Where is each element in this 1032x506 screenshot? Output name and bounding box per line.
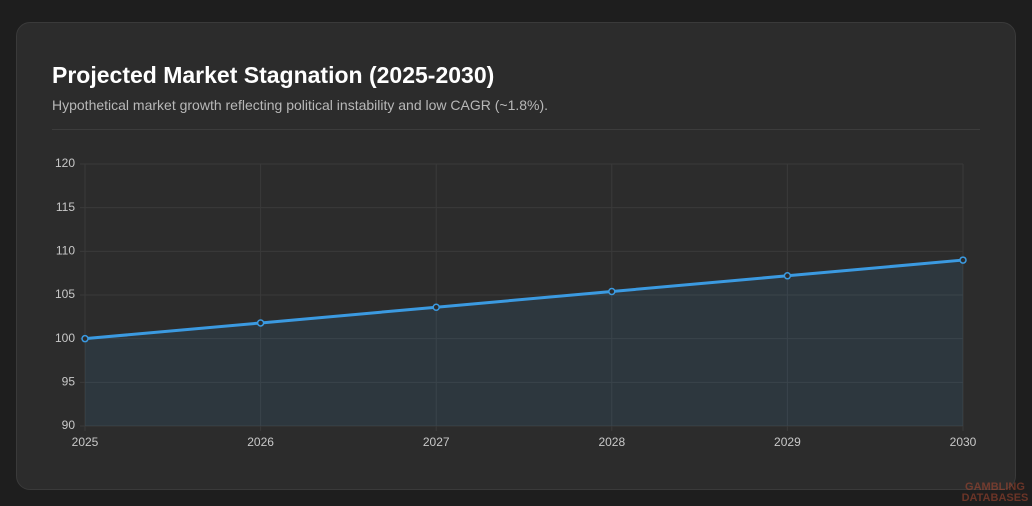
line <box>84 258 964 341</box>
chart-subtitle: Hypothetical market growth reflecting po… <box>52 97 549 113</box>
x-tick-label: 2025 <box>72 435 99 449</box>
point <box>608 287 616 296</box>
y-tick-label: 120 <box>55 156 75 170</box>
x-tick-label: 2029 <box>774 435 801 449</box>
point <box>783 272 792 280</box>
x-tick-label: 2028 <box>598 435 625 449</box>
y-tick-label: 110 <box>56 244 75 258</box>
point <box>256 319 265 327</box>
point <box>959 256 967 264</box>
divider <box>52 129 980 130</box>
chart-title: Projected Market Stagnation (2025-2030) <box>52 62 495 88</box>
x-tick-label: 2030 <box>950 435 977 449</box>
x-tick-label: 2027 <box>423 435 450 449</box>
y-tick-label: 100 <box>55 331 75 345</box>
point <box>432 303 440 311</box>
y-tick-label: 95 <box>62 375 76 389</box>
y-tick-label: 105 <box>55 287 75 301</box>
point <box>81 334 89 343</box>
watermark: GAMBLING DATABASES <box>961 481 1029 504</box>
area <box>85 260 963 426</box>
x-tick-label: 2026 <box>247 435 274 449</box>
card <box>16 22 1016 490</box>
y-tick-label: 90 <box>62 418 76 432</box>
y-tick-label: 115 <box>56 200 75 214</box>
